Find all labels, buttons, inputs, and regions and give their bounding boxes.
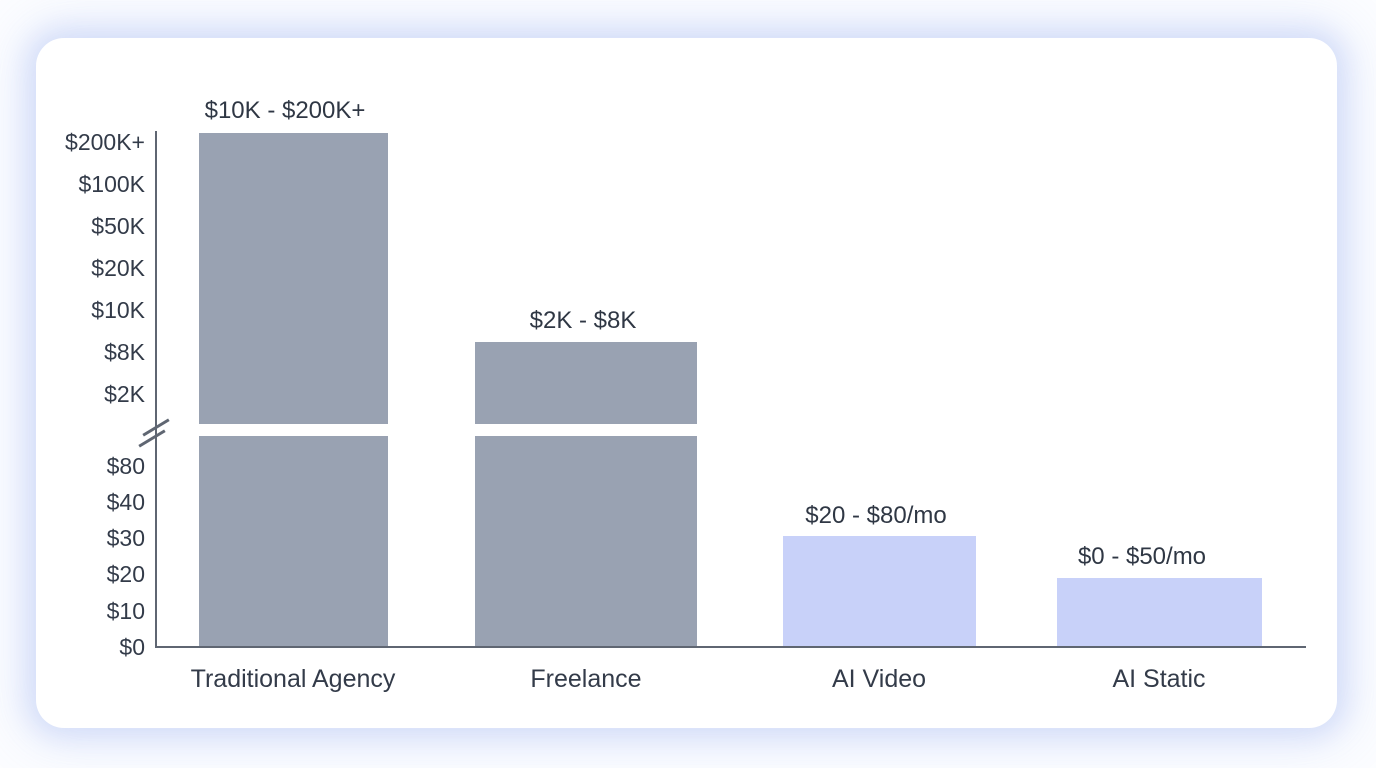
category-label-freelance: Freelance <box>530 665 642 693</box>
category-label-ai-video: AI Video <box>831 665 927 693</box>
y-axis-line <box>155 131 157 648</box>
y-tick-label: $2K <box>104 381 145 407</box>
y-tick-label: $50K <box>91 213 145 239</box>
bar-value-label-freelance: $2K - $8K <box>529 307 637 334</box>
bar-value-label-ai-static: $0 - $50/mo <box>1077 543 1207 570</box>
category-label-traditional-agency: Traditional Agency <box>190 665 396 693</box>
y-tick-label: $40 <box>106 489 145 515</box>
bar-freelance-lower-segment <box>475 436 697 648</box>
bar-value-label-traditional-agency: $10K - $200K+ <box>204 97 366 124</box>
y-tick-label: $80 <box>106 453 145 479</box>
bar-traditional-agency-lower-segment <box>199 436 388 648</box>
bar-traditional-agency-upper-segment <box>199 133 388 424</box>
y-tick-label: $8K <box>104 339 145 365</box>
y-tick-label: $100K <box>78 171 145 197</box>
bar-ai-video <box>783 536 976 648</box>
y-tick-label: $0 <box>119 634 145 660</box>
y-tick-label: $20K <box>91 255 145 281</box>
x-axis-line <box>155 646 1306 648</box>
y-tick-label: $30 <box>106 525 145 551</box>
y-tick-label: $10 <box>106 598 145 624</box>
y-tick-label: $10K <box>91 297 145 323</box>
y-tick-label: $20 <box>106 561 145 587</box>
bar-freelance-upper-segment <box>475 342 697 424</box>
y-tick-label: $200K+ <box>65 129 145 155</box>
bar-value-label-ai-video: $20 - $80/mo <box>805 502 947 529</box>
bar-ai-static <box>1057 578 1262 648</box>
category-label-ai-static: AI Static <box>1112 665 1206 693</box>
